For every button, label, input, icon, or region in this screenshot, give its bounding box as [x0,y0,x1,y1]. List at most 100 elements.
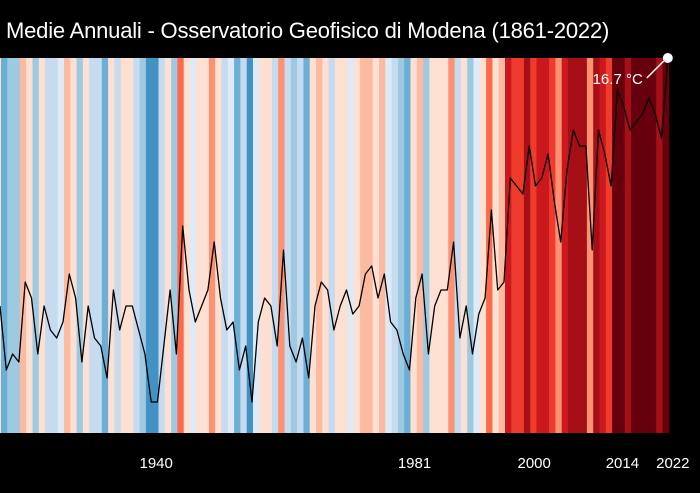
stripe-2006 [561,58,569,433]
annotation-label: 16.7 °C [593,71,643,88]
stripe-1970 [334,58,342,433]
stripe-1960 [271,58,279,433]
stripe-2010 [586,58,594,433]
stripe-1969 [328,58,336,433]
stripe-1922 [32,58,40,433]
stripe-2016 [624,58,632,433]
stripe-2015 [618,58,626,433]
stripe-1993 [479,58,487,433]
stripe-1918 [7,58,14,433]
x-tick-label: 2022 [656,455,689,472]
stripe-1988 [448,58,455,433]
stripe-2020 [649,58,657,433]
stripe-1943 [164,58,172,433]
stripe-1916 [0,58,2,433]
stripe-1919 [13,58,21,433]
stripe-1992 [473,58,481,433]
stripe-1947 [190,58,197,433]
stripe-1921 [26,58,33,433]
last-value-marker [662,53,673,63]
stripe-2018 [637,58,644,433]
stripe-1949 [202,58,210,433]
stripe-1935 [114,58,122,433]
annotation: 16.7 °C [593,53,673,88]
stripe-2000 [523,58,531,433]
stripe-1944 [171,58,178,433]
x-tick-label: 1940 [140,455,173,472]
stripe-2021 [656,58,663,433]
stripe-1986 [435,58,443,433]
stripe-1991 [467,58,474,433]
stripe-2012 [599,58,607,433]
stripe-1926 [57,58,65,433]
stripe-1940 [145,58,153,433]
stripe-2011 [593,58,600,433]
stripe-1985 [429,58,437,433]
stripe-1964 [297,58,304,433]
stripe-1942 [158,58,166,433]
stripe-2004 [549,58,556,433]
stripe-1989 [454,58,462,433]
stripes [0,58,670,433]
stripe-1974 [360,58,367,433]
stripe-1962 [284,58,292,433]
stripe-1959 [265,58,273,433]
stripe-1927 [64,58,71,433]
stripe-1984 [423,58,430,433]
stripe-1946 [183,58,191,433]
stripe-1997 [505,58,512,433]
stripe-1979 [391,58,399,433]
stripe-1934 [108,58,115,433]
stripe-1948 [196,58,203,433]
stripe-1928 [70,58,77,433]
stripe-1958 [259,58,266,433]
stripe-1924 [45,58,52,433]
stripe-1955 [240,58,248,433]
stripe-1966 [309,58,317,433]
chart-title: Medie Annuali - Osservatorio Geofisico d… [6,18,610,43]
stripe-1973 [353,58,361,433]
stripe-1931 [89,58,96,433]
x-tick-label: 2000 [518,455,551,472]
stripe-1936 [120,58,128,433]
stripe-1925 [51,58,59,433]
stripe-2017 [631,58,638,433]
stripe-1995 [492,58,500,433]
stripe-2009 [580,58,588,433]
stripe-2005 [555,58,563,433]
stripe-1981 [404,58,411,433]
stripe-2013 [605,58,613,433]
x-tick-label: 2014 [606,455,639,472]
stripe-1952 [221,58,229,433]
stripe-1945 [177,58,185,433]
stripe-1983 [416,58,424,433]
stripe-1956 [246,58,254,433]
stripe-2001 [530,58,537,433]
stripe-1978 [385,58,392,433]
stripe-1941 [152,58,159,433]
stripe-1968 [322,58,329,433]
stripe-1965 [303,58,311,433]
annotation-leader [646,60,665,79]
x-tick-label: 1981 [398,455,431,472]
stripe-1923 [38,58,46,433]
temperature-line [0,57,669,403]
stripe-1950 [208,58,216,433]
stripe-1929 [76,58,84,433]
stripe-1963 [290,58,298,433]
stripe-1998 [511,58,518,433]
stripe-1951 [215,58,222,433]
stripe-1937 [127,58,134,433]
stripe-1976 [372,58,380,433]
stripe-1967 [316,58,323,433]
x-axis-ticks: 1940 1981 2000 2014 2022 [140,455,690,472]
stripe-1990 [460,58,468,433]
stripe-1977 [379,58,386,433]
stripe-1996 [498,58,506,433]
stripe-1932 [95,58,103,433]
stripe-1980 [397,58,405,433]
stripe-1953 [227,58,235,433]
stripe-2014 [612,58,619,433]
stripe-1971 [341,58,348,433]
